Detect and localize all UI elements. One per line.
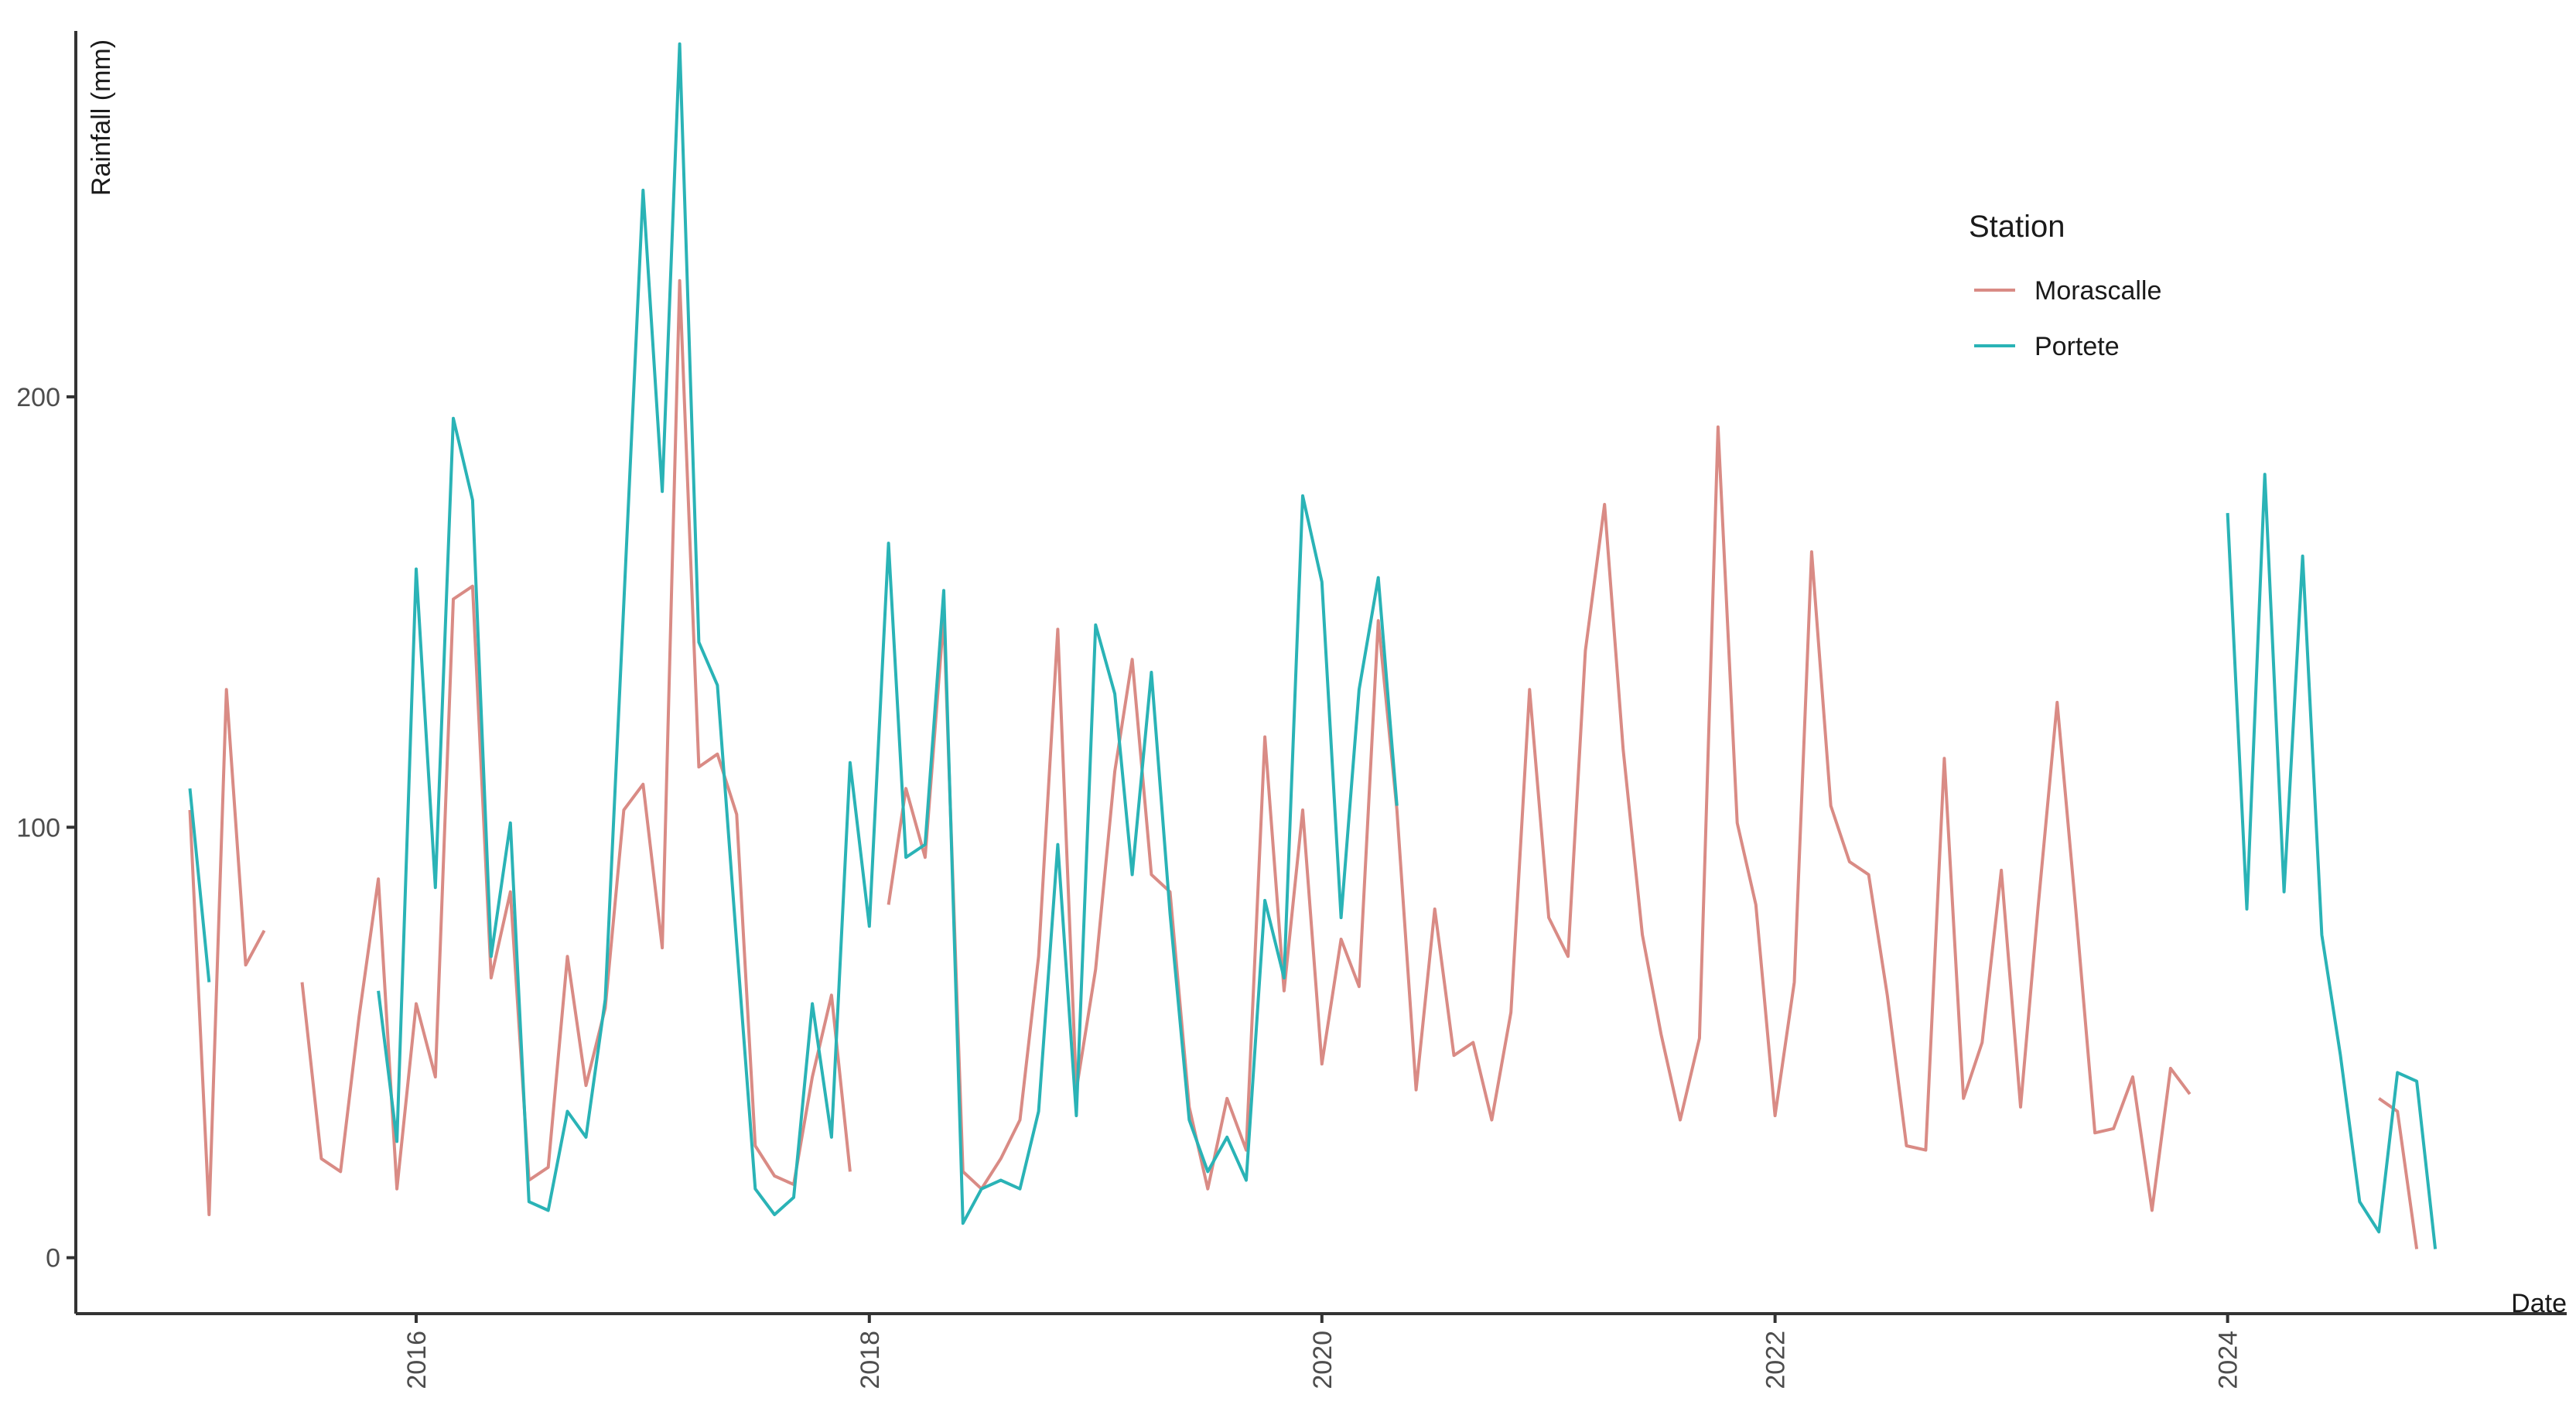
x-tick-label: 2016	[402, 1331, 432, 1389]
legend: Station Morascalle Portete	[1969, 210, 2161, 361]
legend-title: Station	[1969, 210, 2065, 244]
y-tick-label: 100	[16, 813, 60, 843]
series-line-morascalle-segment-3	[2378, 1097, 2419, 1249]
y-axis-title: Rainfall (mm)	[87, 39, 116, 196]
x-tick-label: 2020	[1308, 1331, 1338, 1389]
y-tick-label: 0	[46, 1244, 60, 1273]
series-line-morascalle-segment-2	[887, 425, 2192, 1212]
ticks-layer: 0 100 200 2016 2018 2020 2022 2024	[16, 383, 2243, 1389]
x-axis-title: Date	[2511, 1289, 2567, 1318]
legend-label-portete: Portete	[2034, 332, 2120, 361]
x-tick-label: 2024	[2214, 1331, 2243, 1389]
series-line-portete-segment-1	[377, 42, 1399, 1225]
x-tick-label: 2022	[1761, 1331, 1791, 1389]
series-line-morascalle-segment-1	[300, 279, 852, 1191]
series-line-morascalle-segment-0	[188, 688, 266, 1216]
x-tick-label: 2018	[856, 1331, 885, 1389]
y-tick-label: 200	[16, 383, 60, 412]
series-layer	[188, 42, 2438, 1249]
series-line-portete-segment-0	[188, 788, 211, 983]
legend-label-morascalle: Morascalle	[2034, 276, 2161, 306]
series-line-portete-segment-2	[2226, 473, 2438, 1249]
